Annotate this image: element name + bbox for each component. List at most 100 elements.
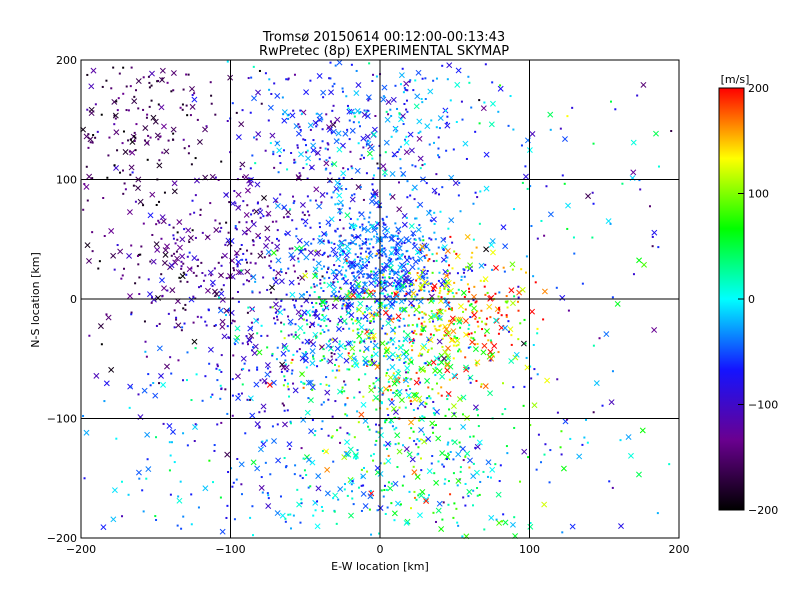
- data-point-x: [527, 523, 534, 530]
- data-point-x: [490, 100, 496, 107]
- data-point-x: [346, 108, 353, 115]
- data-point: [396, 150, 399, 153]
- data-point: [409, 358, 412, 361]
- data-point: [448, 408, 451, 411]
- data-point: [340, 390, 343, 393]
- data-point-x: [414, 93, 421, 100]
- data-point-x: [353, 283, 360, 290]
- data-point: [96, 130, 99, 133]
- data-point: [220, 264, 223, 267]
- data-point: [321, 275, 324, 278]
- data-point: [271, 425, 274, 428]
- data-point: [400, 270, 403, 273]
- data-point: [412, 408, 415, 411]
- data-point: [405, 389, 408, 392]
- data-point: [312, 238, 315, 241]
- data-point: [476, 310, 479, 313]
- data-point: [384, 236, 387, 239]
- data-point: [279, 193, 282, 196]
- data-point: [117, 97, 120, 100]
- data-point-x: [362, 313, 369, 320]
- data-point: [301, 112, 304, 115]
- data-point: [433, 325, 436, 328]
- data-point: [416, 323, 419, 326]
- data-point: [383, 279, 386, 282]
- data-point: [482, 470, 485, 473]
- data-point: [338, 177, 341, 180]
- data-point: [382, 292, 385, 295]
- data-point: [374, 300, 377, 303]
- data-point: [374, 115, 377, 118]
- data-point-x: [319, 299, 326, 306]
- data-point: [430, 238, 433, 241]
- data-point: [312, 149, 315, 152]
- data-point: [500, 314, 503, 317]
- data-point: [359, 226, 362, 229]
- data-point: [505, 315, 508, 318]
- data-point: [326, 360, 329, 363]
- data-point: [362, 146, 365, 149]
- data-point: [418, 306, 421, 309]
- data-point: [305, 144, 308, 147]
- data-point: [398, 358, 401, 361]
- data-point: [250, 321, 253, 324]
- data-point: [403, 274, 406, 277]
- data-point: [378, 269, 381, 272]
- data-point: [320, 287, 323, 290]
- data-point: [254, 162, 257, 165]
- data-point: [219, 384, 222, 387]
- data-point-x: [431, 312, 438, 319]
- data-point: [467, 300, 470, 303]
- data-point: [435, 126, 438, 129]
- data-point: [330, 163, 333, 166]
- data-point: [338, 290, 341, 293]
- data-point: [225, 516, 228, 519]
- data-point-x: [437, 115, 444, 122]
- data-point-x: [144, 431, 151, 438]
- data-point: [305, 151, 308, 154]
- data-point: [112, 66, 115, 69]
- data-point: [246, 261, 249, 264]
- data-point-x: [334, 180, 341, 186]
- data-point: [392, 343, 395, 346]
- data-point-x: [452, 180, 459, 186]
- data-point: [390, 398, 393, 401]
- data-point-x: [585, 193, 592, 200]
- data-point-x: [382, 309, 389, 316]
- data-point: [376, 284, 379, 287]
- data-point-x: [392, 373, 399, 380]
- data-point: [398, 257, 401, 260]
- data-point: [315, 336, 318, 339]
- data-point: [322, 355, 325, 358]
- data-point: [170, 372, 173, 375]
- data-point: [390, 292, 393, 295]
- data-point: [444, 254, 447, 257]
- colorbar-tick-label: −200: [748, 504, 778, 517]
- data-point-x: [381, 169, 388, 176]
- data-point: [477, 425, 480, 428]
- data-point: [356, 318, 359, 321]
- data-point: [242, 175, 245, 178]
- data-point: [395, 130, 398, 133]
- data-point: [269, 266, 272, 269]
- data-point: [264, 149, 267, 152]
- data-point: [128, 150, 131, 153]
- data-point: [173, 252, 176, 255]
- data-point: [299, 474, 302, 477]
- data-point: [201, 231, 204, 234]
- data-point: [385, 215, 388, 218]
- data-point: [133, 131, 136, 134]
- data-point-x: [432, 367, 439, 374]
- data-point: [367, 336, 370, 339]
- data-point: [129, 173, 132, 176]
- data-point: [252, 244, 255, 247]
- data-point: [448, 324, 451, 327]
- data-point: [363, 291, 366, 294]
- data-point-x: [207, 346, 214, 353]
- data-point: [300, 380, 303, 383]
- data-point-x: [417, 255, 424, 262]
- data-point: [585, 418, 588, 421]
- data-point: [382, 269, 385, 272]
- data-point: [118, 171, 121, 174]
- data-point: [467, 367, 470, 370]
